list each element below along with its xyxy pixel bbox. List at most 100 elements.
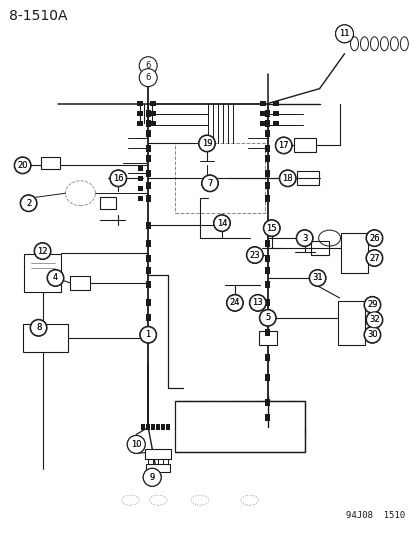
Bar xyxy=(272,101,278,106)
Bar xyxy=(145,182,150,189)
Circle shape xyxy=(47,270,63,286)
Circle shape xyxy=(263,220,279,236)
Text: 11: 11 xyxy=(339,29,349,38)
Circle shape xyxy=(365,249,382,266)
Text: 5: 5 xyxy=(265,313,270,322)
Bar xyxy=(138,196,142,201)
Text: 6: 6 xyxy=(145,73,150,82)
Text: 16: 16 xyxy=(113,174,123,183)
Bar xyxy=(145,314,150,321)
Text: 16: 16 xyxy=(113,174,123,183)
Circle shape xyxy=(14,157,31,173)
Bar xyxy=(138,186,142,191)
Bar xyxy=(146,464,170,472)
Bar xyxy=(259,101,265,106)
Circle shape xyxy=(143,469,161,486)
Text: 30: 30 xyxy=(366,330,377,340)
Text: 32: 32 xyxy=(368,316,379,324)
Circle shape xyxy=(263,220,280,237)
Circle shape xyxy=(259,309,275,326)
Bar xyxy=(145,449,171,459)
Bar xyxy=(337,301,365,345)
Circle shape xyxy=(363,297,380,313)
Circle shape xyxy=(109,170,126,187)
Circle shape xyxy=(31,320,46,336)
Bar xyxy=(145,145,150,152)
Bar xyxy=(265,130,270,137)
Bar xyxy=(24,254,62,292)
Text: 14: 14 xyxy=(216,219,227,228)
Text: 19: 19 xyxy=(201,139,212,148)
Bar xyxy=(145,281,150,288)
Circle shape xyxy=(335,25,353,43)
Text: 2: 2 xyxy=(26,199,31,208)
Bar xyxy=(259,111,265,116)
Bar xyxy=(175,143,264,213)
Circle shape xyxy=(366,250,382,266)
Bar xyxy=(265,268,270,274)
Text: 3: 3 xyxy=(301,233,306,243)
Circle shape xyxy=(21,195,36,211)
Circle shape xyxy=(226,295,242,311)
Text: 26: 26 xyxy=(368,233,379,243)
Circle shape xyxy=(35,243,50,259)
Text: 14: 14 xyxy=(216,219,227,228)
Circle shape xyxy=(127,435,145,454)
Bar xyxy=(296,171,318,185)
Text: 12: 12 xyxy=(37,247,47,255)
Text: 24: 24 xyxy=(229,298,240,308)
Circle shape xyxy=(363,296,380,313)
Circle shape xyxy=(140,326,156,343)
Bar xyxy=(145,222,150,229)
Circle shape xyxy=(14,157,31,174)
Bar xyxy=(265,155,270,162)
Bar xyxy=(265,374,270,381)
Text: 11: 11 xyxy=(339,29,349,38)
Circle shape xyxy=(110,171,126,186)
Bar xyxy=(310,241,328,255)
Circle shape xyxy=(249,294,266,311)
Circle shape xyxy=(139,69,157,86)
Bar xyxy=(265,300,270,306)
Text: 7: 7 xyxy=(207,179,212,188)
Bar xyxy=(145,240,150,247)
Circle shape xyxy=(214,215,229,231)
Text: 7: 7 xyxy=(207,179,212,188)
Bar xyxy=(151,424,155,431)
Text: 23: 23 xyxy=(249,251,259,260)
Text: 5: 5 xyxy=(265,313,270,322)
Bar xyxy=(100,197,116,209)
Circle shape xyxy=(246,247,262,263)
Text: 15: 15 xyxy=(266,224,276,232)
Text: 24: 24 xyxy=(229,298,240,308)
Bar xyxy=(265,255,270,262)
Text: 1: 1 xyxy=(145,330,150,340)
Bar xyxy=(138,166,142,171)
Text: 20: 20 xyxy=(17,161,28,170)
Text: 4: 4 xyxy=(53,273,58,282)
Circle shape xyxy=(202,175,217,191)
Circle shape xyxy=(365,230,382,247)
Circle shape xyxy=(279,170,295,187)
Text: 10: 10 xyxy=(131,440,141,449)
Bar xyxy=(272,121,278,126)
Bar xyxy=(265,414,270,421)
Bar xyxy=(265,281,270,288)
Bar xyxy=(150,111,156,116)
Circle shape xyxy=(259,310,275,326)
Text: 31: 31 xyxy=(311,273,322,282)
Text: 27: 27 xyxy=(368,254,379,263)
Text: 4: 4 xyxy=(53,273,58,282)
Bar xyxy=(340,233,368,273)
Circle shape xyxy=(279,171,295,186)
Bar xyxy=(265,120,270,127)
Text: 31: 31 xyxy=(311,273,322,282)
Bar xyxy=(145,268,150,274)
Bar xyxy=(145,130,150,137)
Bar xyxy=(175,400,304,453)
Bar xyxy=(265,399,270,406)
Text: 3: 3 xyxy=(301,233,306,243)
Bar xyxy=(145,195,150,201)
Text: 23: 23 xyxy=(249,251,259,260)
Circle shape xyxy=(143,469,161,486)
